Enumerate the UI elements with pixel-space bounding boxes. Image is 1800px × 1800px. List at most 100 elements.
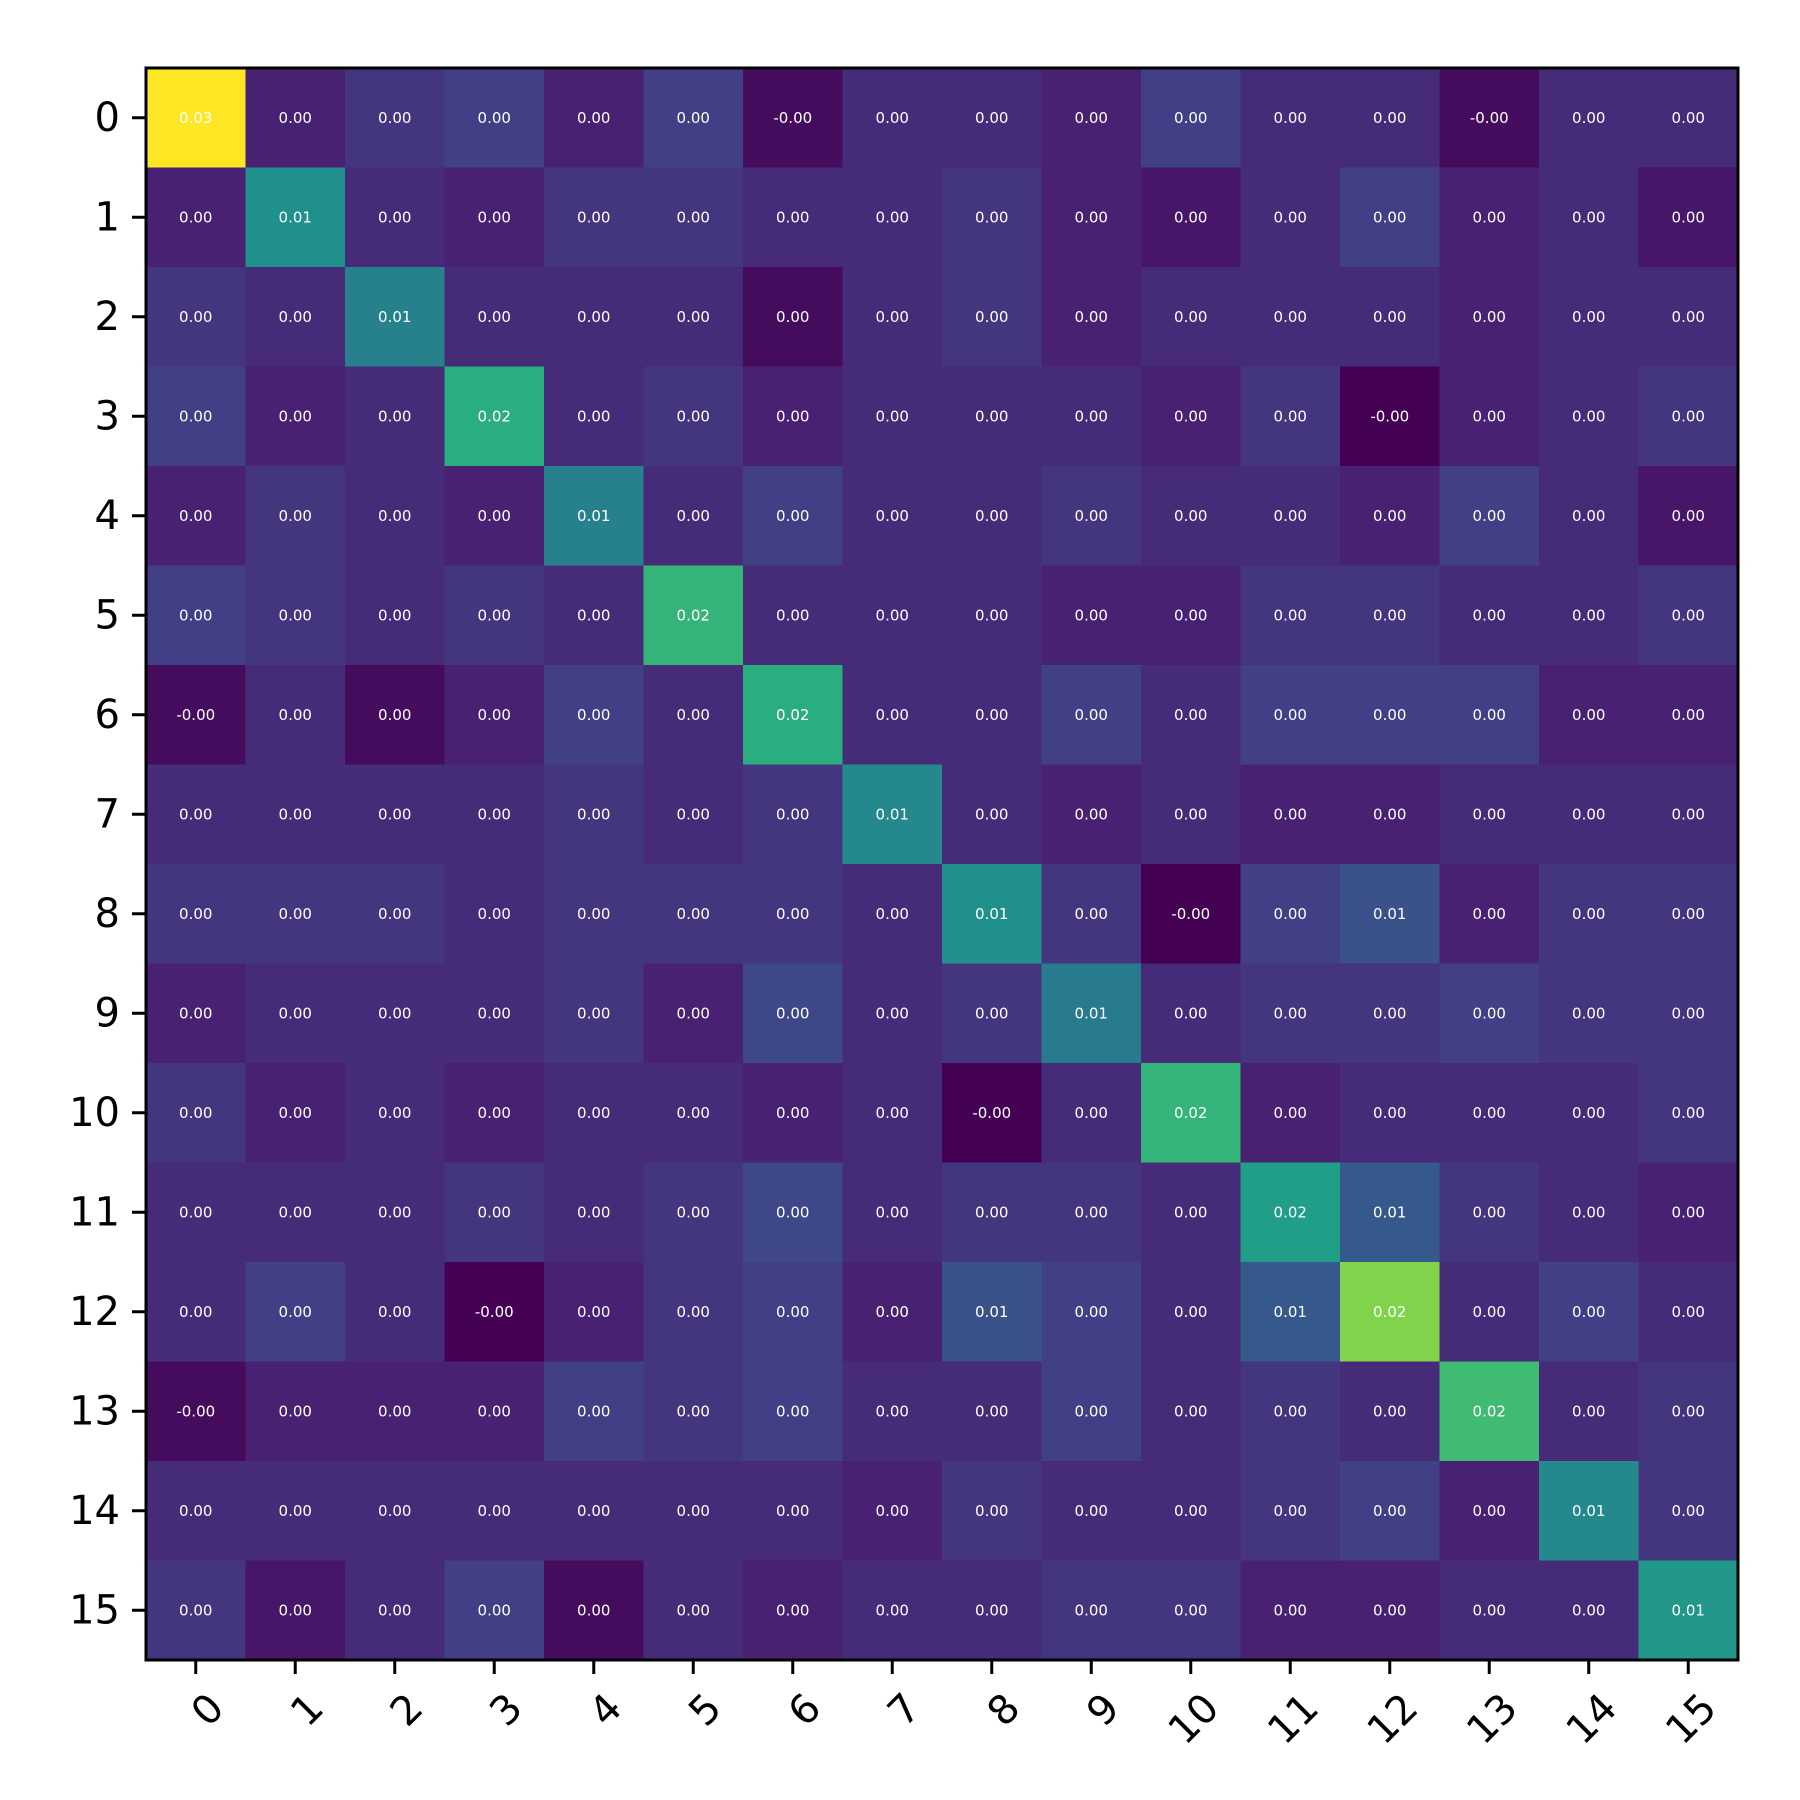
cell-label-4-8: 0.00 [975,507,1008,525]
cell-label-7-12: 0.00 [1373,805,1406,823]
cell-label-8-6: 0.00 [776,905,809,923]
heatmap-cell-3-3 [444,366,545,467]
y-tick-label-3: 3 [95,393,120,439]
heatmap-cell-12-11 [1240,1262,1341,1362]
heatmap-cell-11-10 [1141,1162,1241,1263]
heatmap-cell-0-12 [1340,68,1440,168]
heatmap-cell-11-1 [245,1162,346,1263]
heatmap-cell-0-9 [1041,68,1142,168]
cell-label-15-9: 0.00 [1075,1601,1108,1619]
heatmap-cell-1-0 [146,167,246,268]
cell-label-1-9: 0.00 [1075,208,1108,226]
plot-frame [144,66,1740,1662]
heatmap-cell-8-8 [942,864,1042,964]
cell-label-2-9: 0.00 [1075,308,1108,326]
heatmap-cell-12-6 [743,1262,843,1362]
cell-label-2-8: 0.00 [975,308,1008,326]
cell-label-8-10: -0.00 [1171,905,1210,923]
cell-label-14-11: 0.00 [1274,1502,1307,1520]
heatmap-cell-5-15 [1638,565,1739,666]
heatmap-cell-1-13 [1439,167,1540,268]
heatmap-cell-14-10 [1141,1461,1241,1561]
heatmap-cell-8-12 [1340,864,1440,964]
cell-label-2-7: 0.00 [876,308,909,326]
cell-label-5-1: 0.00 [279,606,312,624]
cell-label-2-2: 0.01 [378,308,411,326]
heatmap-cell-2-1 [245,267,346,367]
heatmap-cell-9-2 [345,963,445,1064]
heatmap-cell-8-10 [1141,864,1241,964]
heatmap-cell-6-12 [1340,665,1440,765]
cell-label-6-9: 0.00 [1075,706,1108,724]
heatmap-cell-8-14 [1539,864,1639,964]
heatmap-cell-7-11 [1240,764,1341,865]
cell-label-7-7: 0.01 [876,805,909,823]
cell-label-6-7: 0.00 [876,706,909,724]
cell-label-11-8: 0.00 [975,1203,1008,1221]
heatmap-cell-15-4 [544,1560,644,1661]
heatmap-cell-11-9 [1041,1162,1142,1263]
y-tick-label-15: 15 [69,1587,120,1633]
heatmap-cell-15-11 [1240,1560,1341,1661]
y-tick-label-14: 14 [69,1488,120,1534]
cell-label-12-4: 0.00 [577,1303,610,1321]
cell-label-2-6: 0.00 [776,308,809,326]
cell-label-8-9: 0.00 [1075,905,1108,923]
heatmap-cell-3-6 [743,366,843,467]
heatmap-cell-7-4 [544,764,644,865]
heatmap-cell-0-13 [1439,68,1540,168]
cell-label-12-10: 0.00 [1174,1303,1207,1321]
cell-label-4-0: 0.00 [179,507,212,525]
heatmap-cell-9-8 [942,963,1042,1064]
cell-label-10-10: 0.02 [1174,1104,1207,1122]
cell-label-15-13: 0.00 [1473,1601,1506,1619]
cell-label-13-12: 0.00 [1373,1402,1406,1420]
heatmap-cell-8-0 [146,864,246,964]
heatmap-cell-4-10 [1141,466,1241,566]
heatmap-cell-13-4 [544,1361,644,1462]
cell-label-0-11: 0.00 [1274,109,1307,127]
cell-label-5-0: 0.00 [179,606,212,624]
heatmap-cell-8-1 [245,864,346,964]
cell-label-3-11: 0.00 [1274,407,1307,425]
heatmap-cell-10-2 [345,1063,445,1163]
cell-label-12-11: 0.01 [1274,1303,1307,1321]
heatmap-cell-14-0 [146,1461,246,1561]
heatmap-cell-4-9 [1041,466,1142,566]
cell-label-6-4: 0.00 [577,706,610,724]
x-tick-label-13: 13 [1458,1685,1527,1754]
heatmap-cell-6-4 [544,665,644,765]
cell-label-1-5: 0.00 [677,208,710,226]
cell-label-6-5: 0.00 [677,706,710,724]
heatmap-cell-6-9 [1041,665,1142,765]
heatmap-cell-2-6 [743,267,843,367]
heatmap-cell-14-14 [1539,1461,1639,1561]
cell-label-12-5: 0.00 [677,1303,710,1321]
cell-label-14-5: 0.00 [677,1502,710,1520]
heatmap-cell-9-5 [643,963,744,1064]
heatmap-cell-12-14 [1539,1262,1639,1362]
heatmap-cell-13-10 [1141,1361,1241,1462]
heatmap-cell-15-15 [1638,1560,1739,1661]
cell-label-12-3: -0.00 [475,1303,514,1321]
heatmap-cell-5-9 [1041,565,1142,666]
cell-label-10-1: 0.00 [279,1104,312,1122]
cell-label-3-1: 0.00 [279,407,312,425]
cell-label-13-8: 0.00 [975,1402,1008,1420]
heatmap-cell-1-12 [1340,167,1440,268]
cell-label-3-7: 0.00 [876,407,909,425]
cell-label-11-6: 0.00 [776,1203,809,1221]
heatmap-cell-1-9 [1041,167,1142,268]
heatmap-cell-13-0 [146,1361,246,1462]
cell-label-12-8: 0.01 [975,1303,1008,1321]
heatmap-cells [146,68,1739,1661]
cell-label-7-1: 0.00 [279,805,312,823]
heatmap-cell-4-1 [245,466,346,566]
heatmap-cell-5-1 [245,565,346,666]
heatmap-cell-7-13 [1439,764,1540,865]
cell-label-6-11: 0.00 [1274,706,1307,724]
y-tick-label-13: 13 [69,1388,120,1434]
heatmap-cell-7-12 [1340,764,1440,865]
heatmap-cell-12-13 [1439,1262,1540,1362]
heatmap-cell-11-5 [643,1162,744,1263]
